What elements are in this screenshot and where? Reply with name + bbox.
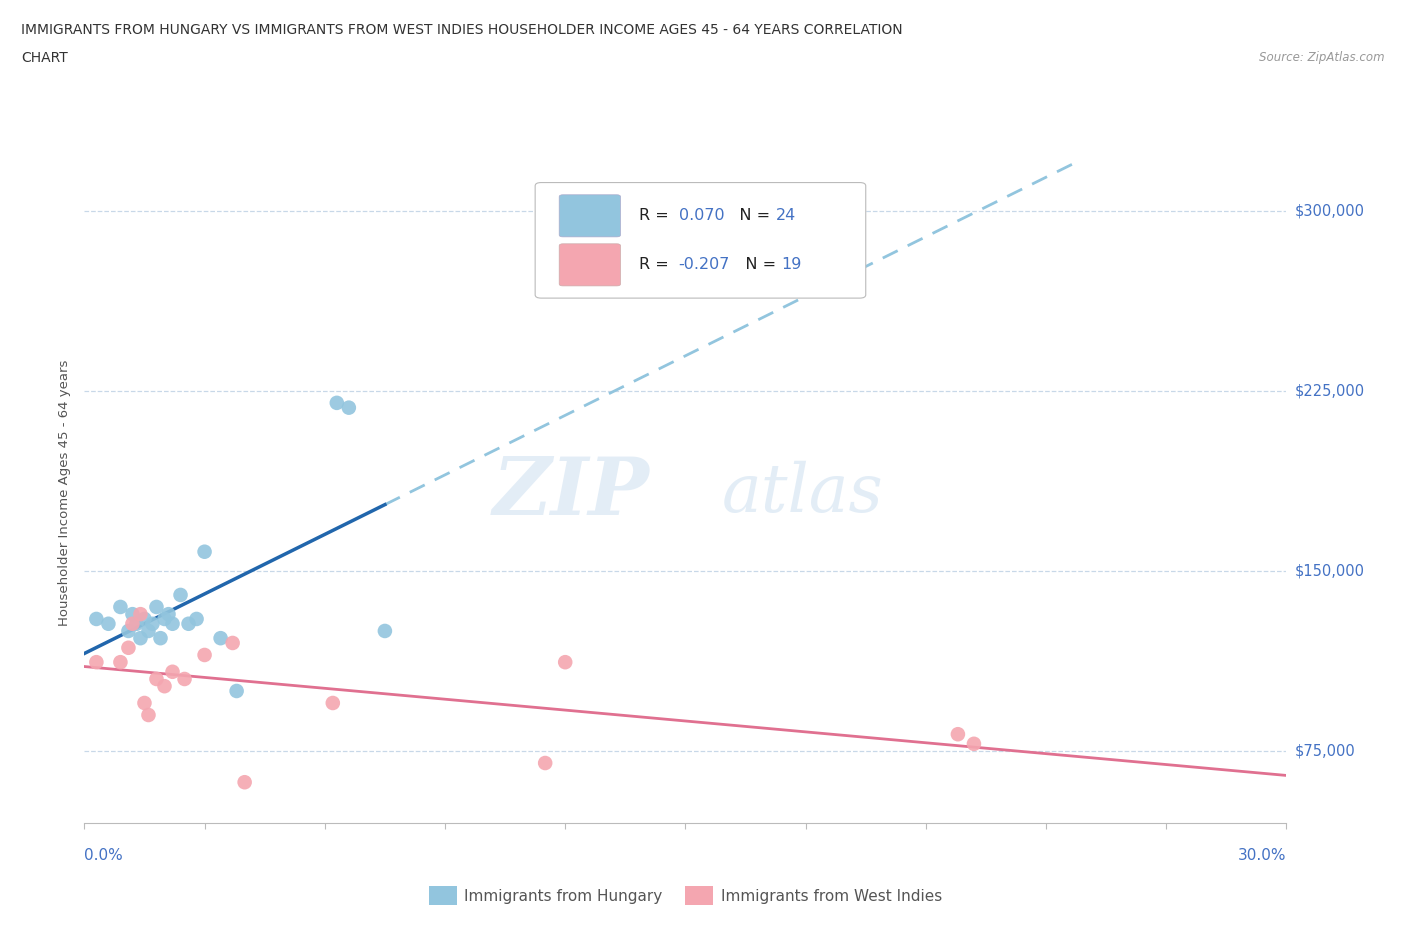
FancyBboxPatch shape xyxy=(536,182,866,299)
Point xyxy=(117,641,139,656)
Point xyxy=(162,664,184,679)
Text: Source: ZipAtlas.com: Source: ZipAtlas.com xyxy=(1260,51,1385,64)
Point xyxy=(157,606,180,621)
Point xyxy=(121,617,143,631)
Point xyxy=(326,395,349,410)
Text: 19: 19 xyxy=(782,258,801,272)
Text: N =: N = xyxy=(724,208,776,223)
Point xyxy=(145,600,167,615)
FancyBboxPatch shape xyxy=(560,194,620,237)
Point xyxy=(125,617,148,631)
Point xyxy=(134,612,156,627)
Text: N =: N = xyxy=(730,258,782,272)
Point xyxy=(173,671,195,686)
Point xyxy=(534,755,557,770)
Point xyxy=(153,612,176,627)
Text: atlas: atlas xyxy=(721,460,883,525)
Legend: Immigrants from Hungary, Immigrants from West Indies: Immigrants from Hungary, Immigrants from… xyxy=(423,881,948,911)
Point xyxy=(221,635,243,650)
Point xyxy=(963,737,986,751)
Point xyxy=(186,612,208,627)
Text: R =: R = xyxy=(638,258,679,272)
Text: CHART: CHART xyxy=(21,51,67,65)
Text: $300,000: $300,000 xyxy=(1295,204,1365,219)
Point xyxy=(129,606,152,621)
Point xyxy=(209,631,232,645)
Point xyxy=(134,696,156,711)
Point xyxy=(129,631,152,645)
Point xyxy=(138,623,160,638)
Point xyxy=(145,671,167,686)
Point xyxy=(141,617,163,631)
Point xyxy=(177,617,200,631)
Text: 30.0%: 30.0% xyxy=(1239,848,1286,863)
Point xyxy=(194,647,217,662)
Point xyxy=(117,623,139,638)
Point xyxy=(138,708,160,723)
Point xyxy=(322,696,344,711)
Point xyxy=(233,775,256,790)
Point xyxy=(86,655,108,670)
Point xyxy=(225,684,247,698)
Point xyxy=(162,617,184,631)
FancyBboxPatch shape xyxy=(560,244,620,286)
Point xyxy=(194,544,217,559)
Text: 24: 24 xyxy=(776,208,796,223)
Text: $150,000: $150,000 xyxy=(1295,564,1365,578)
Text: 0.070: 0.070 xyxy=(679,208,724,223)
Point xyxy=(946,726,969,741)
Text: IMMIGRANTS FROM HUNGARY VS IMMIGRANTS FROM WEST INDIES HOUSEHOLDER INCOME AGES 4: IMMIGRANTS FROM HUNGARY VS IMMIGRANTS FR… xyxy=(21,23,903,37)
Point xyxy=(110,600,132,615)
Text: $75,000: $75,000 xyxy=(1295,743,1355,759)
Point xyxy=(374,623,396,638)
Point xyxy=(121,606,143,621)
Point xyxy=(110,655,132,670)
Text: -0.207: -0.207 xyxy=(679,258,730,272)
Y-axis label: Householder Income Ages 45 - 64 years: Householder Income Ages 45 - 64 years xyxy=(58,360,72,626)
Text: $225,000: $225,000 xyxy=(1295,383,1365,398)
Point xyxy=(169,588,191,603)
Text: ZIP: ZIP xyxy=(492,454,650,532)
Point xyxy=(337,400,360,415)
Text: R =: R = xyxy=(638,208,679,223)
Point xyxy=(554,655,576,670)
Point xyxy=(97,617,120,631)
Point xyxy=(149,631,172,645)
Text: 0.0%: 0.0% xyxy=(84,848,124,863)
Point xyxy=(86,612,108,627)
Point xyxy=(153,679,176,694)
